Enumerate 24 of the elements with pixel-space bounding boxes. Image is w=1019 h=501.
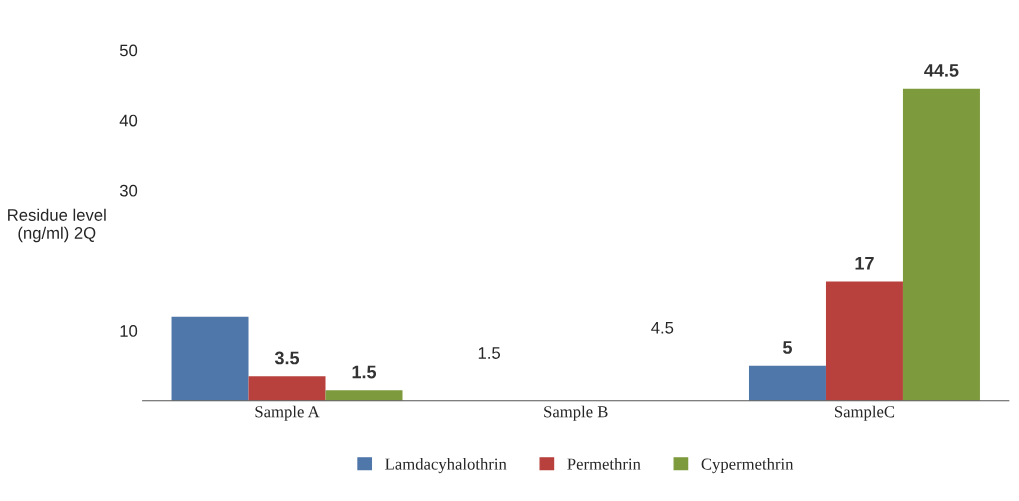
y-tick-label: 10: [120, 325, 138, 337]
y-axis-title: Residue level (ng/ml) 2Q: [8, 208, 106, 243]
legend-label: Permethrin: [567, 457, 641, 470]
legend-label: Lamdacyhalothrin: [385, 457, 507, 474]
data-label: 44.5: [924, 64, 959, 77]
data-label: 3.5: [274, 351, 300, 365]
y-tick-label: 40: [119, 114, 138, 127]
bar: [325, 390, 403, 401]
annotation: 1.5: [478, 347, 501, 359]
bar: [248, 376, 326, 401]
bar: [748, 365, 826, 401]
x-tick-label: Sample B: [544, 405, 608, 421]
y-tick-label: 50: [119, 44, 138, 57]
data-label: 17: [855, 257, 874, 270]
y-tick-label: 30: [119, 184, 138, 197]
legend-label: Cypermethrin: [701, 457, 794, 474]
data-label: 5: [783, 341, 792, 354]
data-label: 1.5: [352, 365, 377, 379]
bar: [171, 316, 249, 401]
bar: [902, 88, 980, 401]
bar: [825, 281, 903, 401]
annotation: 4.5: [651, 322, 674, 334]
x-tick-label: Sample A: [255, 405, 320, 421]
x-tick-label: SampleC: [835, 405, 895, 421]
